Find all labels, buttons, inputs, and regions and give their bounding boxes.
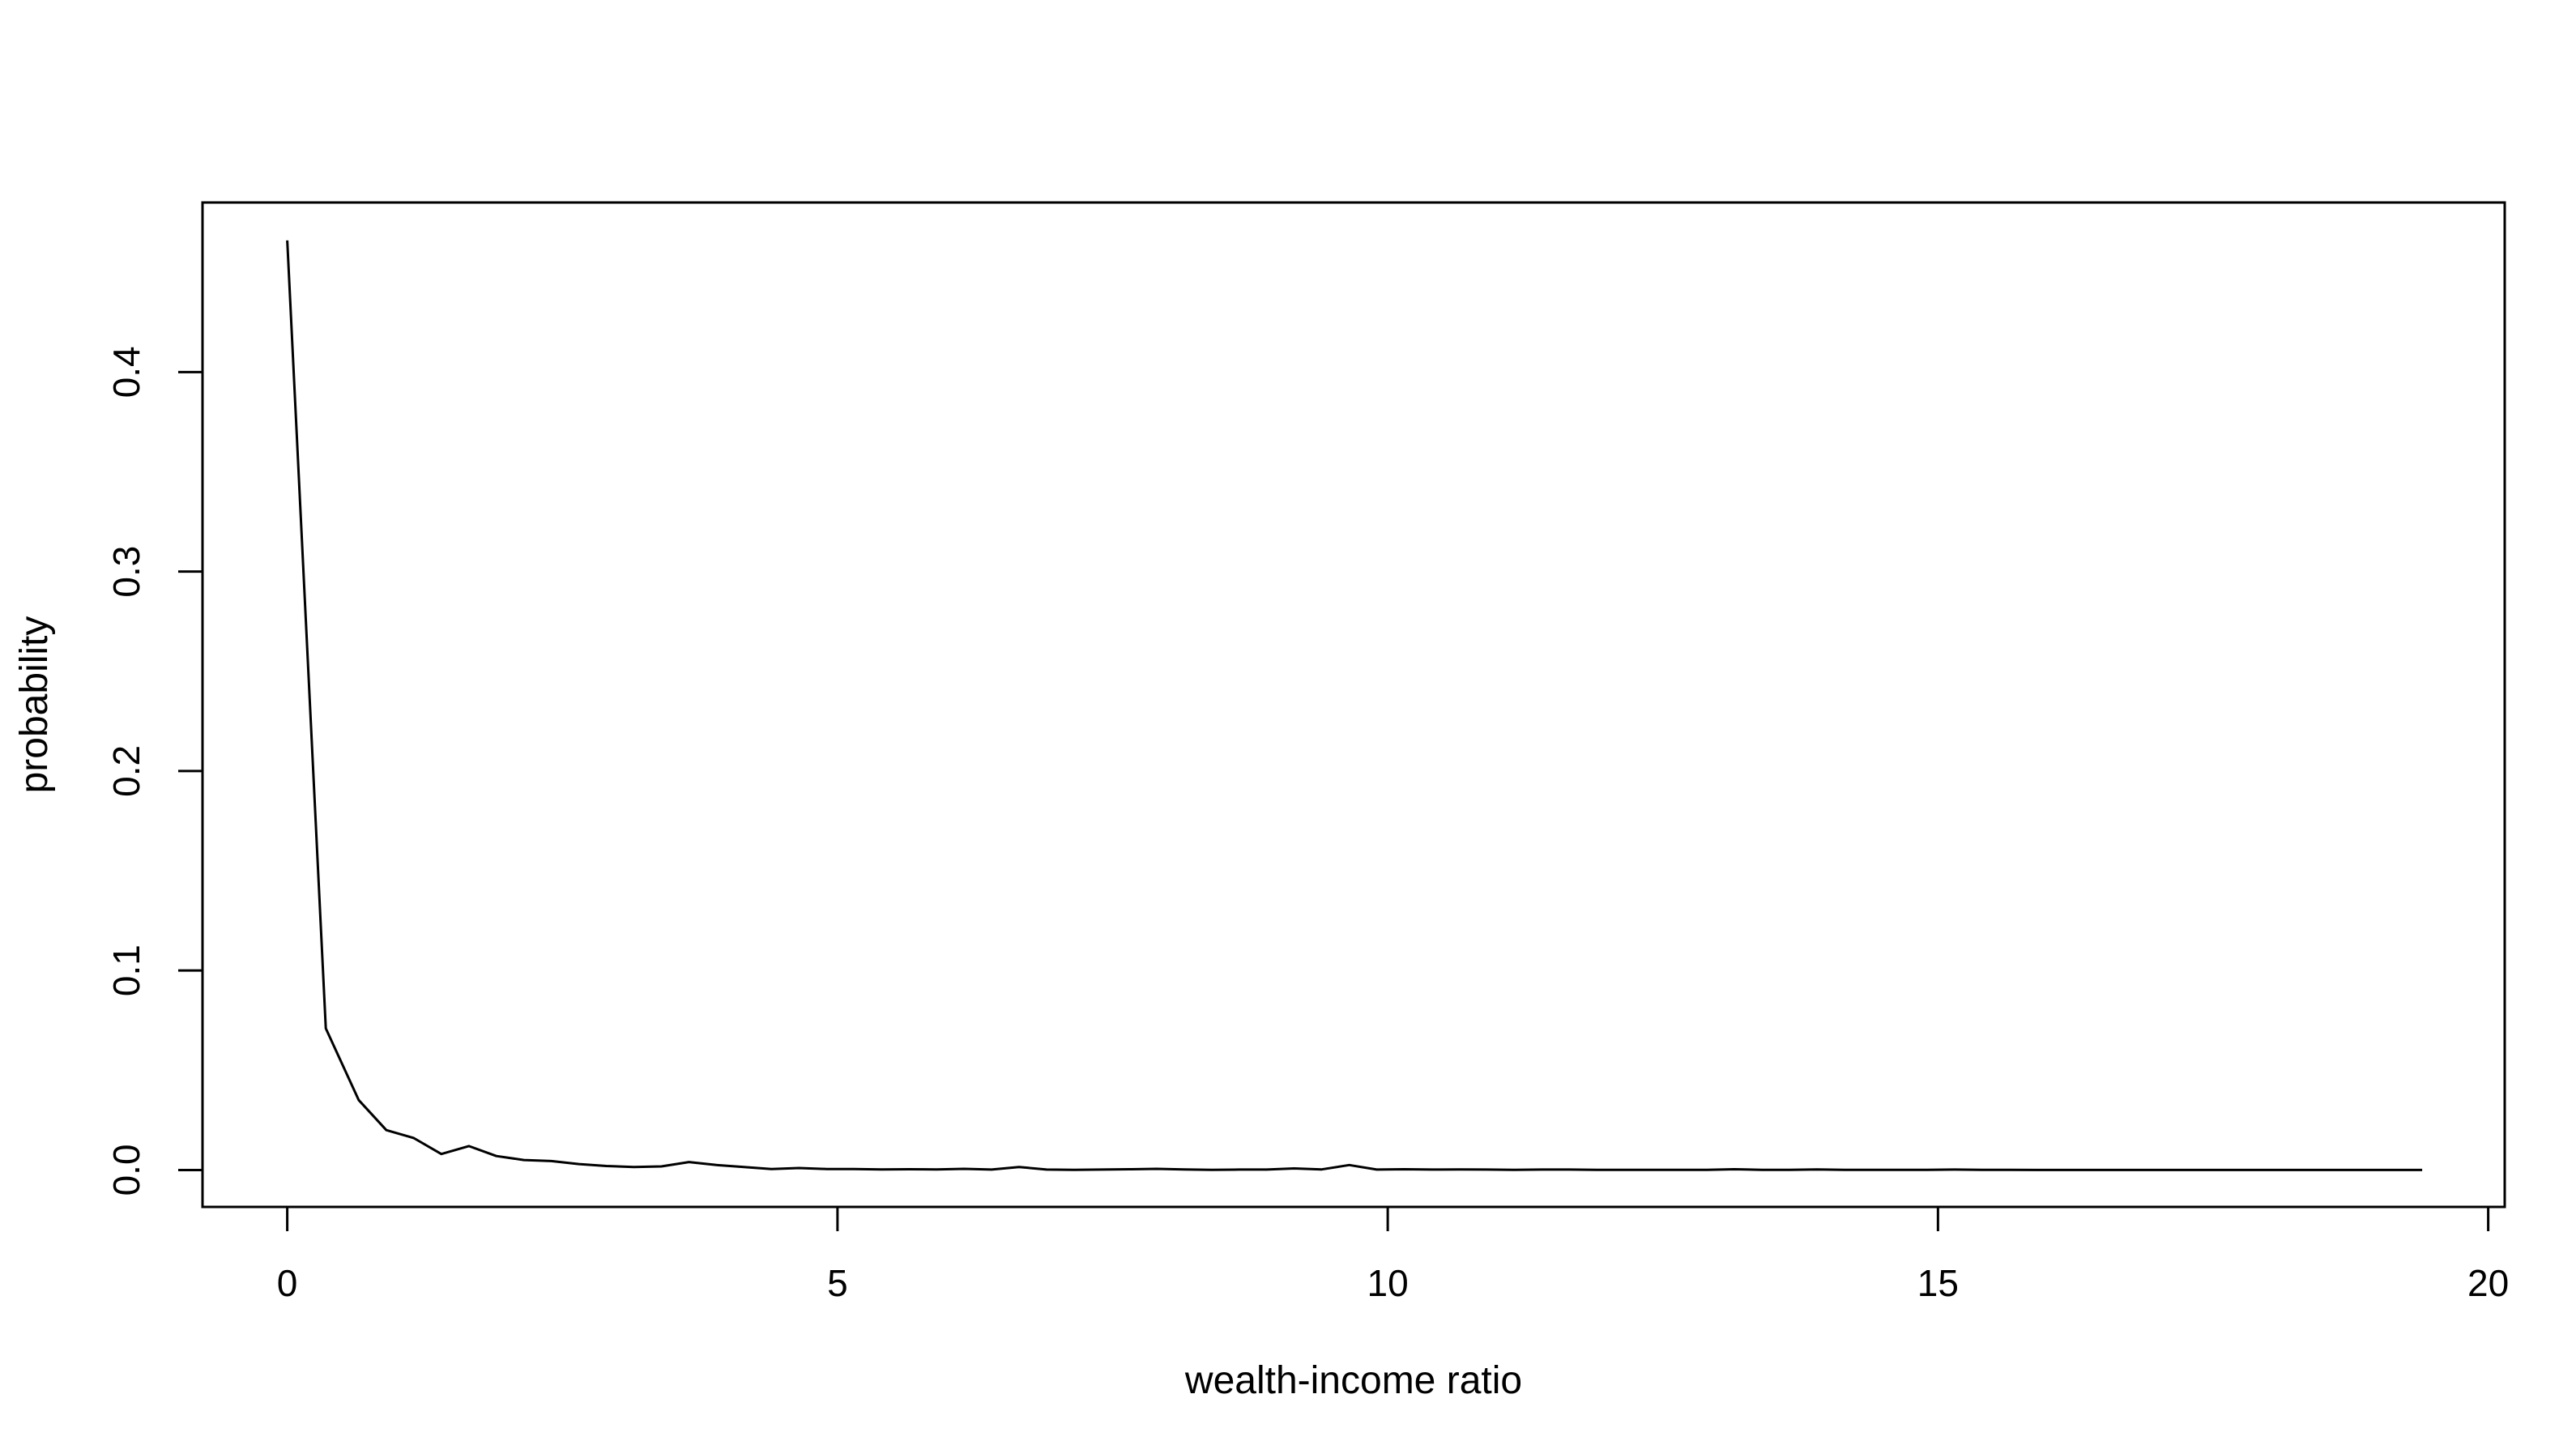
y-tick-label: 0.3 [105, 546, 147, 598]
y-tick-label: 0.4 [105, 346, 147, 398]
x-tick-label: 10 [1367, 1262, 1409, 1304]
x-axis: 0 5 10 15 20 [277, 1205, 2509, 1304]
y-tick-label: 0.1 [105, 944, 147, 996]
y-tick-label: 0.2 [105, 745, 147, 797]
x-tick-label: 5 [827, 1262, 848, 1304]
x-tick-label: 15 [1917, 1262, 1959, 1304]
x-axis-label: wealth-income ratio [1184, 1359, 1522, 1402]
y-axis-label: probability [13, 616, 56, 794]
y-axis: 0.0 0.1 0.2 0.3 0.4 [105, 346, 204, 1196]
series-layer [286, 240, 2423, 1171]
x-tick-label: 0 [277, 1262, 298, 1304]
series-line [286, 240, 2423, 1171]
y-tick-label: 0.0 [105, 1144, 147, 1196]
x-tick-label: 20 [2467, 1262, 2509, 1304]
